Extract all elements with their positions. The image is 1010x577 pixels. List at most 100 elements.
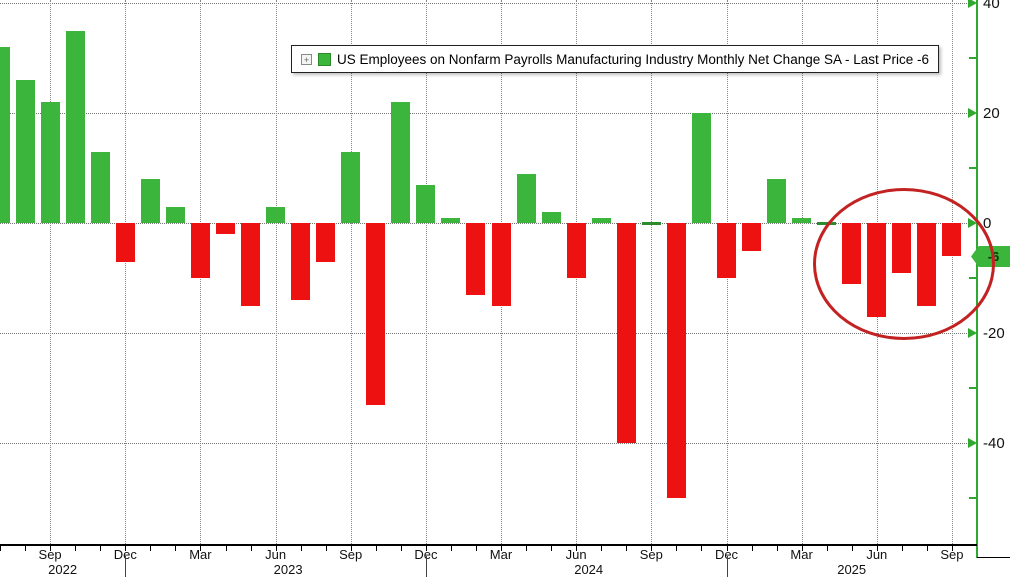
x-tick-label: Mar [189, 547, 212, 562]
x-tick [175, 544, 177, 551]
x-tick [250, 544, 252, 551]
x-tick-label: Dec [714, 547, 739, 562]
x-tick [275, 544, 277, 551]
v-gridline [350, 0, 352, 544]
x-tick [450, 544, 452, 551]
x-tick [801, 544, 803, 551]
x-tick-label: Sep [940, 547, 964, 562]
x-tick [100, 544, 102, 551]
x-tick [551, 544, 553, 551]
v-gridline [651, 0, 653, 544]
bar-jul-2022[interactable] [0, 47, 10, 223]
x-tick-label: Sep [339, 547, 363, 562]
year-label: 2025 [837, 562, 867, 577]
expand-icon[interactable]: + [301, 53, 312, 65]
bar-oct-2023[interactable] [366, 223, 386, 405]
x-tick [826, 544, 828, 551]
x-tick [751, 544, 753, 551]
x-tick [951, 544, 953, 551]
x-tick-label: Dec [414, 547, 438, 562]
y-tick-arrow-icon [968, 0, 977, 8]
y-tick-label: 0 [983, 215, 992, 232]
x-tick [75, 544, 77, 551]
year-divider [425, 556, 427, 577]
x-tick-label: Dec [113, 547, 137, 562]
x-tick-label: Sep [38, 547, 62, 562]
x-tick [475, 544, 477, 551]
bar-jun-2024[interactable] [566, 223, 586, 278]
bar-jan-2023[interactable] [140, 179, 160, 223]
bar-mar-2025[interactable] [792, 217, 812, 223]
legend-label: US Employees on Nonfarm Payrolls Manufac… [337, 51, 930, 67]
highlight-ellipse-annotation [813, 188, 995, 340]
y-tick-minor [969, 57, 977, 59]
x-tick [425, 544, 427, 551]
y-tick-label: -20 [983, 325, 1005, 342]
bar-nov-2024[interactable] [691, 113, 711, 223]
bar-apr-2023[interactable] [216, 223, 235, 234]
x-tick [676, 544, 678, 551]
bar-feb-2025[interactable] [767, 179, 787, 223]
h-gridline [0, 113, 977, 114]
bar-jun-2023[interactable] [266, 206, 286, 223]
v-gridline [50, 0, 52, 544]
x-tick [400, 544, 402, 551]
x-tick [300, 544, 302, 551]
h-gridline [0, 443, 977, 444]
bar-oct-2024[interactable] [666, 223, 686, 498]
bar-oct-2022[interactable] [65, 30, 85, 223]
h-gridline [0, 3, 977, 4]
bar-mar-2023[interactable] [190, 223, 210, 278]
x-tick-label: Mar [489, 547, 513, 562]
x-tick [851, 544, 853, 551]
bar-may-2024[interactable] [541, 212, 561, 223]
x-tick-label: Jun [565, 547, 587, 562]
bar-aug-2024[interactable] [616, 223, 636, 443]
bar-feb-2024[interactable] [466, 223, 486, 295]
y-tick-label: -40 [983, 435, 1005, 452]
v-gridline [275, 0, 277, 544]
x-tick [501, 544, 502, 551]
year-divider [726, 556, 728, 577]
bar-dec-2024[interactable] [717, 223, 736, 278]
bar-jul-2023[interactable] [291, 223, 311, 300]
bar-dec-2022[interactable] [115, 223, 135, 262]
year-label: 2023 [273, 562, 303, 577]
x-tick [50, 544, 52, 551]
x-tick [125, 544, 127, 551]
bar-dec-2023[interactable] [416, 184, 436, 223]
x-tick [0, 544, 1, 551]
bar-sep-2023[interactable] [341, 151, 361, 223]
bar-mar-2024[interactable] [491, 223, 511, 306]
legend: + US Employees on Nonfarm Payrolls Manuf… [291, 45, 940, 73]
y-tick-minor [969, 167, 977, 169]
bar-sep-2022[interactable] [40, 102, 60, 223]
legend-swatch-icon [318, 52, 331, 66]
x-tick-label: Jun [866, 547, 888, 562]
bar-aug-2023[interactable] [316, 223, 336, 262]
x-tick-label: Mar [790, 547, 813, 562]
x-tick [726, 544, 728, 551]
x-tick [601, 544, 603, 551]
bar-jan-2025[interactable] [742, 223, 761, 251]
x-tick [776, 544, 778, 551]
v-gridline [801, 0, 803, 544]
h-gridline [0, 333, 977, 334]
bar-nov-2022[interactable] [90, 151, 110, 223]
x-tick [375, 544, 377, 551]
year-label: 2022 [48, 562, 78, 577]
bar-jul-2024[interactable] [591, 217, 611, 223]
bar-nov-2023[interactable] [391, 102, 411, 223]
v-gridline [125, 0, 127, 544]
bar-sep-2024[interactable] [641, 222, 661, 225]
bar-apr-2024[interactable] [516, 173, 536, 223]
bar-jan-2024[interactable] [441, 217, 461, 223]
y-tick-minor [969, 387, 977, 389]
bar-feb-2023[interactable] [165, 206, 185, 223]
y-tick-label: 20 [983, 105, 1000, 122]
bar-aug-2022[interactable] [15, 80, 35, 223]
h-gridline [0, 223, 977, 224]
x-tick [876, 544, 878, 551]
bar-may-2023[interactable] [241, 223, 260, 306]
x-tick [325, 544, 327, 551]
